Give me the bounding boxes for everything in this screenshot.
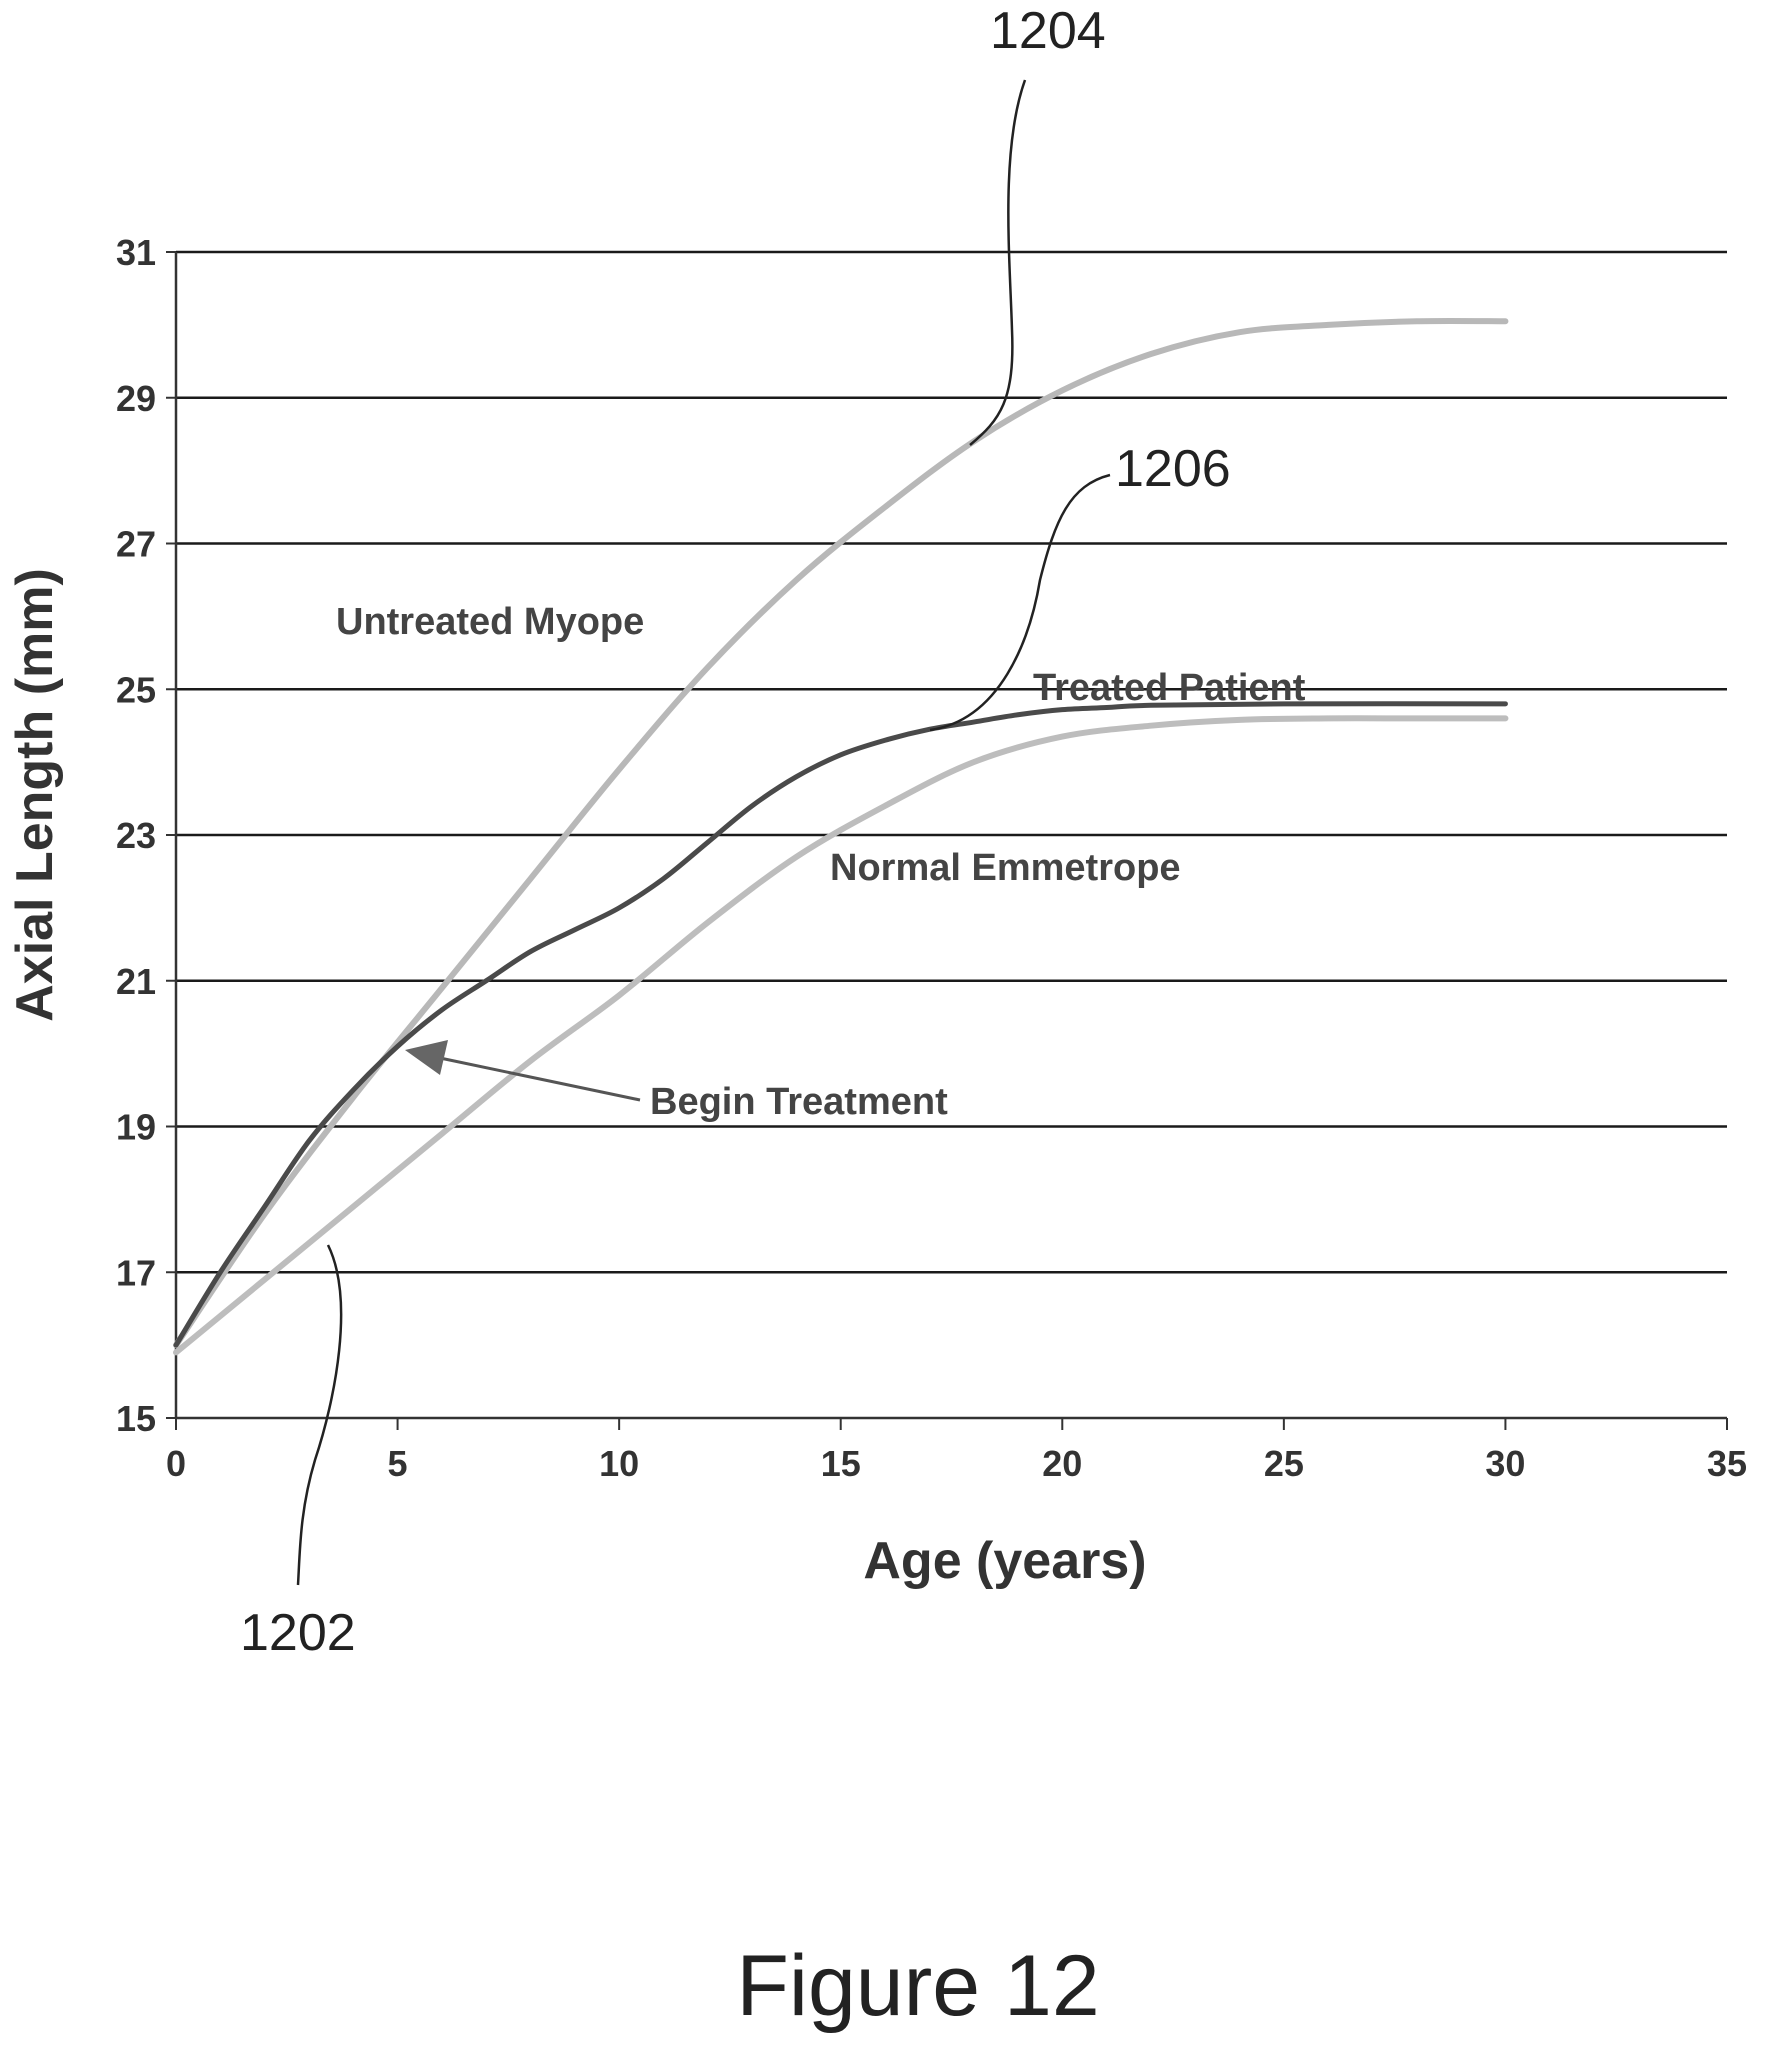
begin-treatment-annotation: Begin Treatment [405,1040,948,1123]
y-tick-label: 17 [116,1252,156,1293]
y-tick-label: 21 [116,961,156,1002]
x-tick-label: 10 [599,1443,639,1484]
ref-numeral-1206: 1206 [1115,440,1231,498]
y-tick-label: 25 [116,669,156,710]
x-tick-label: 20 [1042,1443,1082,1484]
x-tick-label: 5 [388,1443,408,1484]
figure-caption: Figure 12 [736,1938,1099,2034]
begin-treatment-arrow-line [439,1056,641,1102]
y-tick-label: 31 [116,232,156,273]
series-line-untreated-myope [173,317,1509,1349]
label-normal-emmetrope: Normal Emmetrope [830,847,1181,889]
series-lines [173,317,1509,1356]
x-tick-label: 0 [166,1443,186,1484]
ref-numeral-1202: 1202 [240,1604,356,1662]
begin-treatment-label: Begin Treatment [650,1081,948,1123]
gridlines [176,250,1727,1274]
x-tick-label: 30 [1485,1443,1525,1484]
y-tick-label: 23 [116,815,156,856]
series-line-normal-emmetrope [173,715,1509,1356]
y-tick-label: 27 [116,524,156,565]
label-treated-patient: Treated Patient [1033,667,1306,709]
leader-line-1204 [969,79,1027,446]
x-tick-label: 15 [821,1443,861,1484]
label-untreated-myope: Untreated Myope [336,601,644,643]
y-tick-label: 19 [116,1107,156,1148]
ref-numeral-1204: 1204 [990,2,1106,60]
x-tick-label: 35 [1707,1443,1747,1484]
leader-line-1206 [929,473,1111,732]
y-tick-label: 15 [116,1398,156,1439]
y-axis-title: Axial Length (mm) [6,568,64,1022]
begin-treatment-arrowhead [405,1040,448,1075]
series-line-treated-patient [173,701,1508,1348]
x-axis-title: Age (years) [863,1532,1146,1590]
x-tick-label: 25 [1264,1443,1304,1484]
axes: 15 17 19 21 23 25 27 29 31 0 5 10 15 20 25 30 35 [116,232,1747,1484]
leader-line-1202 [296,1244,343,1586]
y-tick-label: 29 [116,378,156,419]
